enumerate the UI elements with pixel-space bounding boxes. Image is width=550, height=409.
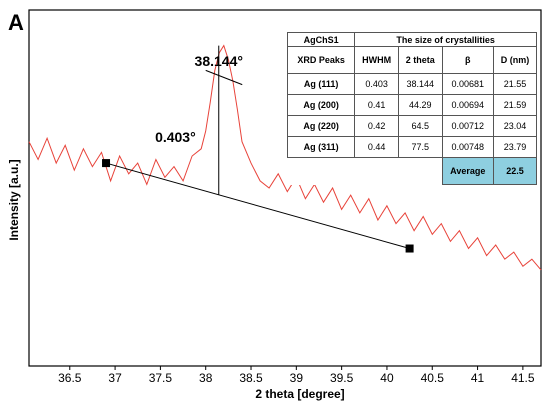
cell-d: 21.55	[493, 73, 537, 95]
cell-2theta: 64.5	[397, 115, 443, 137]
cell-beta: 0.00681	[441, 73, 495, 95]
cell-beta: 0.00694	[441, 94, 495, 116]
panel-label: A	[8, 10, 24, 35]
sample-name: AgChS1	[286, 32, 356, 47]
crystallite-size-table: AgChS1 The size of crystallities XRD Pea…	[286, 32, 537, 185]
cell-d: 23.79	[493, 136, 537, 158]
x-tick-label: 39	[290, 371, 304, 385]
x-tick-label: 38	[199, 371, 213, 385]
peak-width-label: 0.403°	[155, 129, 196, 145]
x-tick-label: 41	[471, 371, 485, 385]
col-header-peaks: XRD Peaks	[286, 46, 356, 74]
cell-peak: Ag (111)	[286, 73, 356, 95]
fwhm-line	[205, 69, 243, 86]
x-tick-label: 38.5	[239, 371, 263, 385]
x-tick-label: 37	[108, 371, 122, 385]
x-tick-label: 37.5	[149, 371, 173, 385]
y-axis-title: Intensity [a.u.]	[7, 159, 21, 240]
col-header-beta: β	[441, 46, 495, 74]
cell-2theta: 38.144	[397, 73, 443, 95]
baseline-line	[105, 162, 410, 250]
col-header-d: D (nm)	[493, 46, 537, 74]
cell-peak: Ag (311)	[286, 136, 356, 158]
cell-2theta: 44.29	[397, 94, 443, 116]
x-tick-label: 39.5	[330, 371, 354, 385]
x-axis-title: 2 theta [degree]	[255, 387, 344, 401]
x-tick-label: 40.5	[421, 371, 445, 385]
cell-peak: Ag (220)	[286, 115, 356, 137]
baseline-marker	[102, 159, 111, 168]
cell-beta: 0.00712	[441, 115, 495, 137]
cell-hwhm: 0.44	[354, 136, 399, 158]
table-header-row: AgChS1 The size of crystallities	[286, 32, 537, 47]
table-row: Ag (220) 0.42 64.5 0.00712 23.04	[286, 115, 537, 137]
average-value: 22.5	[493, 157, 537, 185]
cell-peak: Ag (200)	[286, 94, 356, 116]
baseline-marker	[405, 244, 414, 253]
cell-hwhm: 0.41	[354, 94, 399, 116]
average-label: Average	[441, 157, 495, 185]
peak-position-label: 38.144°	[195, 53, 243, 69]
x-tick-label: 36.5	[58, 371, 82, 385]
x-tick-label: 41.5	[511, 371, 535, 385]
table-row: Ag (200) 0.41 44.29 0.00694 21.59	[286, 94, 537, 116]
col-header-2theta: 2 theta	[397, 46, 443, 74]
table-row: Ag (311) 0.44 77.5 0.00748 23.79	[286, 136, 537, 158]
xrd-trace	[28, 44, 542, 271]
plot-area	[28, 9, 542, 367]
table-row: Ag (111) 0.403 38.144 0.00681 21.55	[286, 73, 537, 95]
table-average-row: Average 22.5	[287, 157, 537, 185]
col-header-hwhm: HWHM	[354, 46, 399, 74]
cell-2theta: 77.5	[397, 136, 443, 158]
cell-d: 21.59	[493, 94, 537, 116]
cell-hwhm: 0.403	[354, 73, 399, 95]
cell-d: 23.04	[493, 115, 537, 137]
blank-cell	[287, 157, 442, 185]
group-header: The size of crystallities	[354, 32, 537, 47]
cell-beta: 0.00748	[441, 136, 495, 158]
table-column-row: XRD Peaks HWHM 2 theta β D (nm)	[286, 46, 537, 74]
x-tick-label: 40	[380, 371, 394, 385]
cell-hwhm: 0.42	[354, 115, 399, 137]
